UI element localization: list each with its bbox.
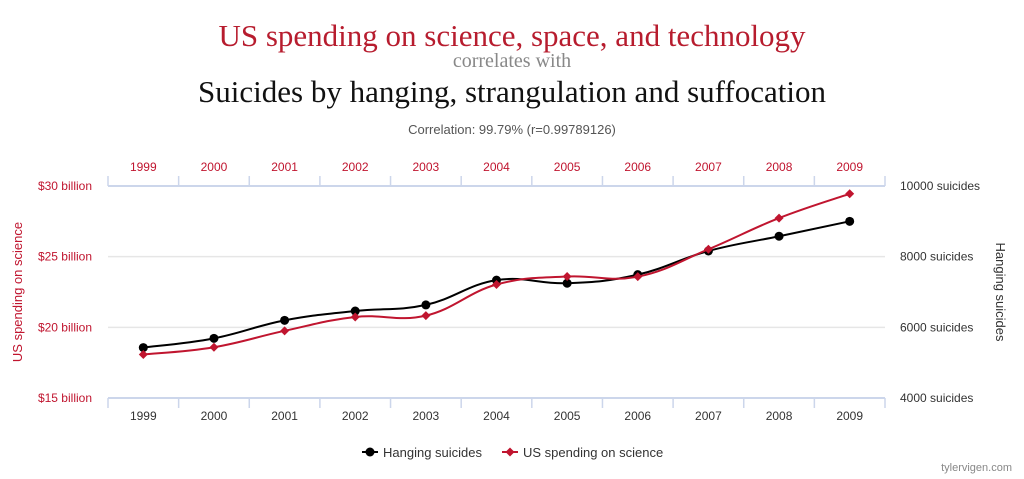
bottom-x-tick-label: 2006 [624,409,651,423]
top-x-tick-label: 2008 [766,160,793,174]
data-point-us-spending [350,312,360,322]
left-y-tick-label: $15 billion [38,391,92,405]
data-point-us-spending [845,189,855,199]
top-x-tick-label: 2004 [483,160,510,174]
data-point-us-spending [209,342,219,352]
data-point-hanging-suicides [774,231,784,241]
legend-item[interactable]: Hanging suicides [383,445,483,460]
data-point-hanging-suicides [209,333,219,343]
left-y-tick-label: $20 billion [38,320,92,334]
bottom-x-tick-label: 2007 [695,409,722,423]
legend-marker-circle [365,447,375,457]
data-point-hanging-suicides [138,343,148,353]
bottom-x-tick-label: 2003 [413,409,440,423]
legend-marker-diamond [505,447,515,457]
data-point-hanging-suicides [562,278,572,288]
left-y-tick-label: $30 billion [38,179,92,193]
chart-title-primary: US spending on science, space, and techn… [218,18,806,53]
data-point-us-spending [562,271,572,281]
data-point-us-spending [421,311,431,321]
top-x-tick-label: 2001 [271,160,298,174]
top-x-tick-label: 2003 [413,160,440,174]
bottom-x-tick-label: 2000 [201,409,228,423]
credit-link[interactable]: tylervigen.com [941,462,1012,474]
legend-item[interactable]: US spending on science [523,445,663,460]
top-x-tick-label: 2006 [624,160,651,174]
right-y-tick-label: 8000 suicides [900,250,973,264]
data-point-hanging-suicides [280,315,290,325]
chart-title-secondary: Suicides by hanging, strangulation and s… [198,74,826,109]
left-y-axis-label: US spending on science [10,222,25,362]
top-x-tick-label: 2000 [201,160,228,174]
data-point-us-spending [492,280,501,290]
right-y-tick-label: 6000 suicides [900,320,973,334]
top-x-tick-label: 2005 [554,160,581,174]
top-x-tick-label: 2002 [342,160,369,174]
top-x-tick-label: 2007 [695,160,722,174]
bottom-x-tick-label: 2002 [342,409,369,423]
right-y-tick-label: 10000 suicides [900,179,980,193]
bottom-x-tick-label: 2009 [836,409,863,423]
data-point-us-spending [138,349,148,359]
right-y-axis-label: Hanging suicides [993,242,1008,342]
data-point-hanging-suicides [350,306,360,316]
data-point-us-spending [774,213,784,223]
bottom-x-tick-label: 2005 [554,409,581,423]
correlation-text: Correlation: 99.79% (r=0.99789126) [408,122,616,137]
data-point-us-spending [703,244,713,254]
data-point-us-spending [633,272,643,282]
bottom-x-tick-label: 2004 [483,409,510,423]
data-point-hanging-suicides [845,216,855,226]
data-point-hanging-suicides [421,300,431,310]
bottom-x-tick-label: 2001 [271,409,298,423]
data-point-us-spending [280,326,290,336]
top-x-tick-label: 1999 [130,160,157,174]
right-y-tick-label: 4000 suicides [900,391,973,405]
left-y-tick-label: $25 billion [38,250,92,264]
top-x-tick-label: 2009 [836,160,863,174]
bottom-x-tick-label: 1999 [130,409,157,423]
chart-title-connector: correlates with [452,50,572,72]
bottom-x-tick-label: 2008 [766,409,793,423]
